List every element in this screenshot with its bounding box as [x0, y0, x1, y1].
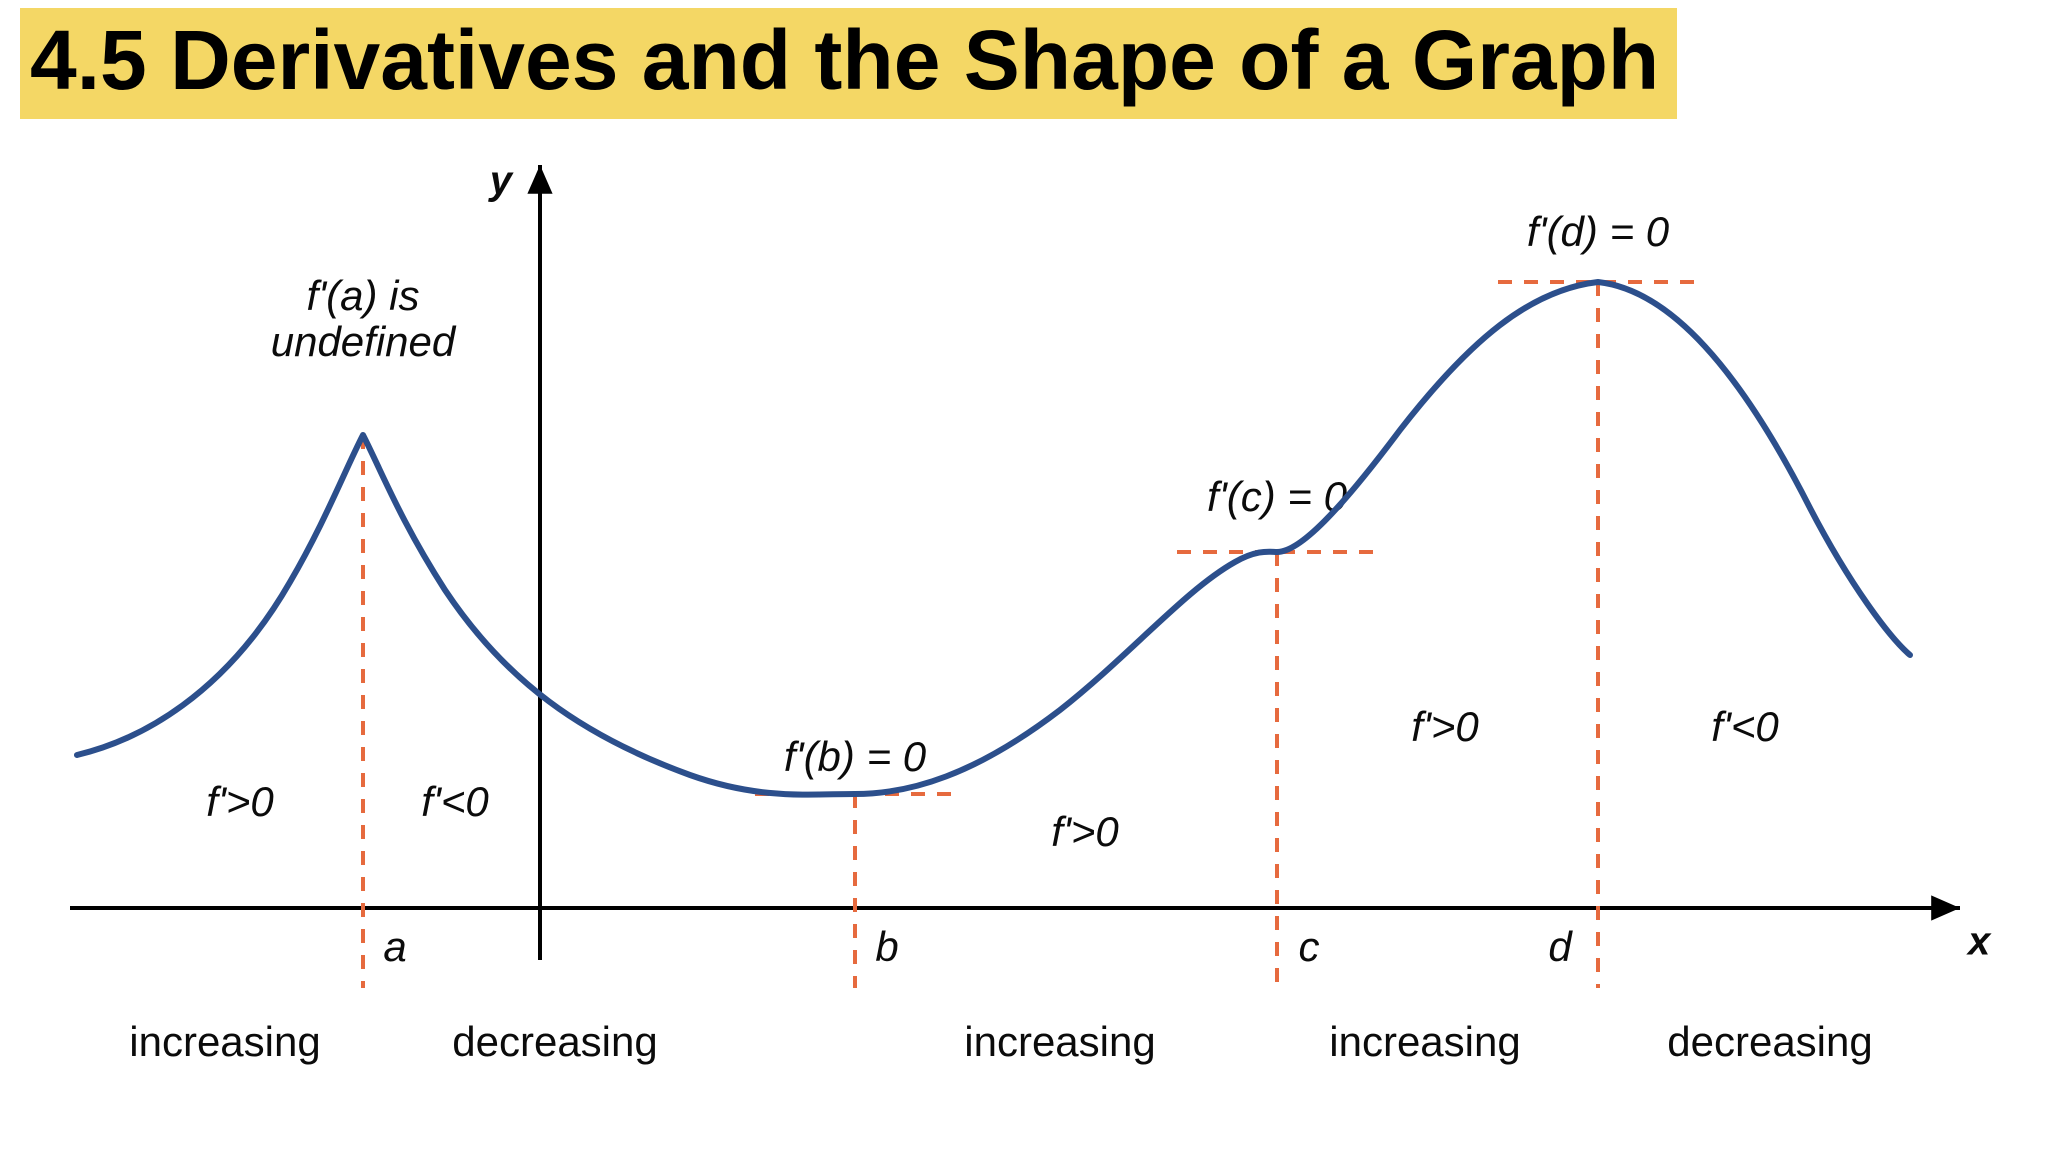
- page: 4.5 Derivatives and the Shape of a Graph…: [0, 0, 2048, 1149]
- region-label-3: increasing: [1329, 1018, 1520, 1065]
- region-label-2: increasing: [964, 1018, 1155, 1065]
- annotation-c-line0: f'(c) = 0: [1207, 473, 1348, 520]
- annotation-b-line0: f'(b) = 0: [784, 733, 927, 780]
- tick-label-c: c: [1299, 923, 1320, 970]
- tick-label-a: a: [383, 923, 406, 970]
- y-axis-label: y: [488, 159, 514, 203]
- derivative-sign-2: f'>0: [1051, 808, 1119, 855]
- annotation-d-line0: f'(d) = 0: [1527, 208, 1670, 255]
- derivative-sign-0: f'>0: [206, 778, 274, 825]
- annotation-a-line1: undefined: [271, 318, 457, 365]
- x-axis-label: x: [1966, 920, 1992, 964]
- annotation-a-line0: f'(a) is: [306, 272, 419, 319]
- region-label-1: decreasing: [452, 1018, 657, 1065]
- region-label-4: decreasing: [1667, 1018, 1872, 1065]
- tick-label-b: b: [875, 923, 898, 970]
- derivative-shape-diagram: y x a f'(a) isundefined b f'(b) = 0 c f'(c) = 0…: [0, 0, 2048, 1149]
- tick-label-d: d: [1548, 923, 1573, 970]
- derivative-sign-3: f'>0: [1411, 703, 1479, 750]
- derivative-sign-4: f'<0: [1711, 703, 1779, 750]
- derivative-sign-1: f'<0: [421, 778, 489, 825]
- region-label-0: increasing: [129, 1018, 320, 1065]
- y-axis-arrow: [527, 165, 552, 194]
- x-axis-arrow: [1931, 895, 1960, 920]
